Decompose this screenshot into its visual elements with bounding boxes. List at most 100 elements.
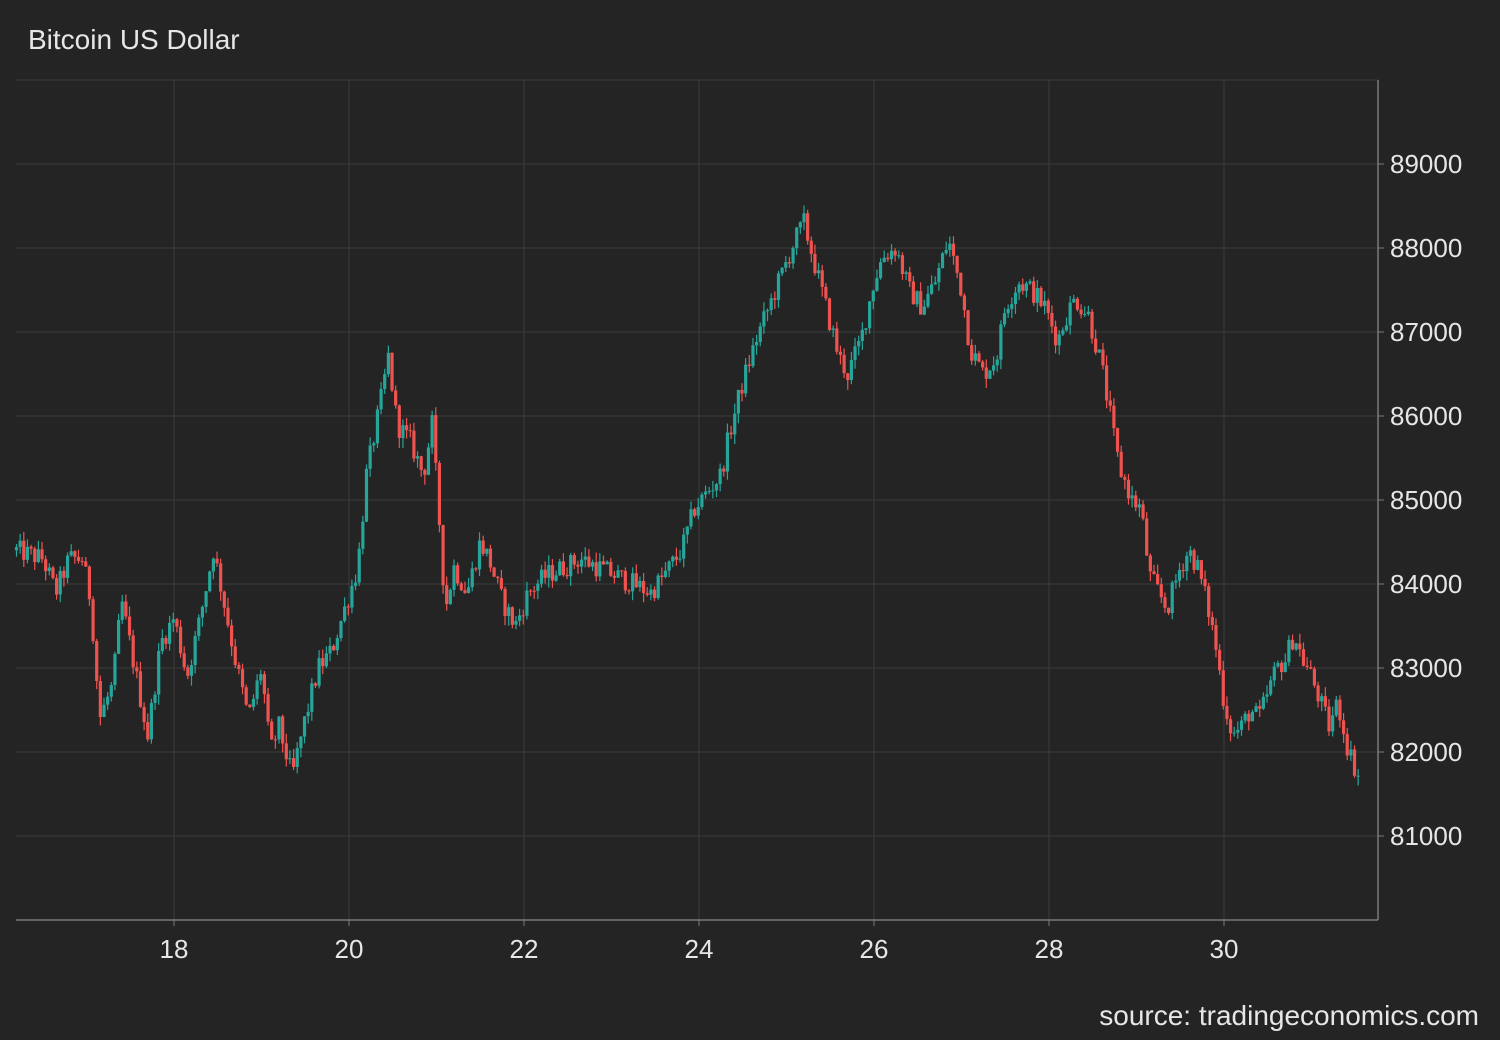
candle xyxy=(930,275,934,295)
candle-body xyxy=(1075,298,1080,310)
candle xyxy=(302,716,307,744)
candle-body xyxy=(160,638,164,652)
candle-body xyxy=(539,569,544,584)
candle xyxy=(80,556,84,566)
candle xyxy=(1112,398,1116,437)
candle xyxy=(878,258,883,280)
candle xyxy=(612,571,617,584)
candle-body xyxy=(598,561,602,577)
candle-body xyxy=(1043,300,1047,306)
candle-body xyxy=(663,570,668,577)
candle-body xyxy=(1119,451,1123,477)
candle xyxy=(485,548,489,557)
candle-body xyxy=(1105,365,1109,401)
candle-body xyxy=(430,415,434,448)
candle xyxy=(29,544,33,555)
candle xyxy=(536,579,540,600)
candle-body xyxy=(984,367,988,379)
candle-body xyxy=(1046,300,1050,313)
candle-body xyxy=(419,456,423,470)
candle-body xyxy=(459,583,463,591)
y-tick-label: 84000 xyxy=(1390,569,1462,599)
candle xyxy=(364,464,369,523)
candle xyxy=(1320,693,1324,712)
candle xyxy=(313,682,318,688)
candle-body xyxy=(1316,685,1320,702)
candle xyxy=(1137,498,1142,518)
candle-body xyxy=(1166,607,1171,614)
candle xyxy=(69,544,73,557)
candle-body xyxy=(1236,729,1240,733)
candle xyxy=(25,539,30,564)
candle xyxy=(153,691,157,711)
candle-body xyxy=(703,491,708,495)
candle-body xyxy=(1090,311,1094,339)
candle xyxy=(1269,676,1273,697)
candle xyxy=(1108,390,1112,412)
candle xyxy=(795,226,799,256)
candle xyxy=(718,463,722,492)
candle xyxy=(547,555,551,588)
candle xyxy=(204,591,208,614)
candle xyxy=(1156,564,1160,586)
candle xyxy=(73,550,77,564)
candle xyxy=(703,485,708,499)
candle xyxy=(638,576,642,592)
candle xyxy=(922,299,926,316)
candle-body xyxy=(1192,550,1196,570)
candle-body xyxy=(1134,495,1138,508)
candle-body xyxy=(302,716,307,737)
candle-body xyxy=(383,374,387,389)
candle-body xyxy=(999,324,1003,360)
candle-body xyxy=(514,620,518,625)
candle-body xyxy=(981,361,985,368)
candle xyxy=(1247,710,1251,731)
y-tick-label: 89000 xyxy=(1390,149,1462,179)
candle-body xyxy=(109,684,113,697)
candle-body xyxy=(1017,284,1021,293)
candle-body xyxy=(95,641,99,681)
candle-body xyxy=(1356,775,1360,777)
candle-body xyxy=(405,425,409,431)
candle xyxy=(806,209,810,245)
candle-body xyxy=(744,364,748,394)
candle-body xyxy=(1309,667,1313,669)
candle xyxy=(981,359,985,371)
candle-body xyxy=(532,590,536,592)
candle xyxy=(350,579,354,614)
candle xyxy=(1203,570,1207,592)
candle-body xyxy=(558,561,562,576)
candle xyxy=(1207,582,1211,626)
candle-body xyxy=(1181,569,1185,572)
candle xyxy=(926,285,930,309)
candle xyxy=(693,507,697,518)
candle-body xyxy=(448,589,452,605)
candle-body xyxy=(488,548,493,568)
candle xyxy=(900,252,905,280)
candle xyxy=(1032,276,1036,306)
candle xyxy=(1115,427,1120,457)
candle xyxy=(1043,291,1047,315)
candle xyxy=(441,524,445,594)
candle-body xyxy=(820,270,824,287)
candle-body xyxy=(714,484,719,491)
candle xyxy=(339,620,343,642)
candle xyxy=(295,742,299,774)
candle xyxy=(656,573,660,600)
candle-body xyxy=(40,549,44,560)
candle-body xyxy=(889,250,894,260)
candle-body xyxy=(222,591,226,608)
candle xyxy=(1327,699,1331,736)
candle-body xyxy=(106,696,110,705)
candle-body xyxy=(62,570,66,578)
y-tick-label: 85000 xyxy=(1390,485,1462,515)
candle-body xyxy=(310,683,314,712)
candle-body xyxy=(736,389,740,414)
candle xyxy=(445,576,449,611)
candle xyxy=(317,650,321,689)
candle-body xyxy=(178,626,183,654)
candle xyxy=(1094,329,1098,355)
candle xyxy=(251,694,256,711)
candle xyxy=(219,558,223,601)
candle xyxy=(452,559,456,597)
